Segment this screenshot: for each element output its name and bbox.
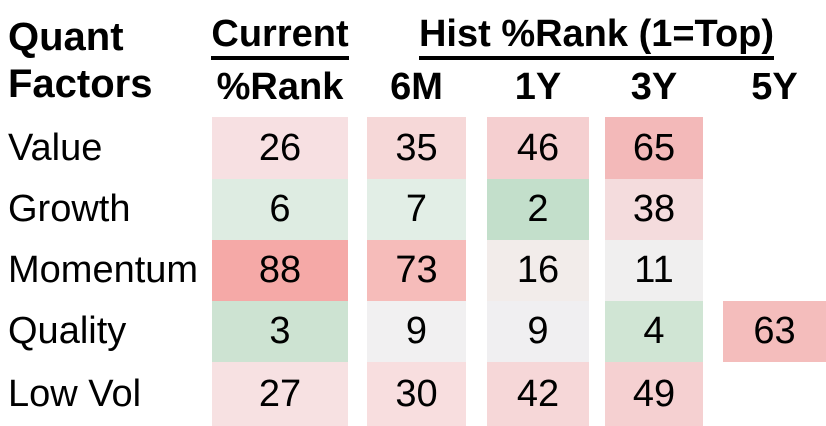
table-row-low-vol: Low Vol 27 30 42 49 xyxy=(0,362,826,426)
heatmap-cell: 2 xyxy=(487,179,589,240)
heatmap-cell: 9 xyxy=(487,301,589,362)
column-header-3y: 3Y xyxy=(630,65,678,108)
heatmap-cell: 38 xyxy=(605,179,703,240)
hist-group-header: Hist %Rank (1=Top) xyxy=(367,14,826,60)
heatmap-cell: 9 xyxy=(367,301,466,362)
table-row-value: Value 26 35 46 65 xyxy=(0,117,826,179)
table-title-line1: Quant xyxy=(8,15,124,59)
heatmap-cell: 42 xyxy=(487,362,589,426)
column-header-1y: 1Y xyxy=(514,65,562,108)
table-row-momentum: Momentum 88 73 16 11 xyxy=(0,240,826,301)
row-label: Quality xyxy=(8,310,127,352)
table-row-growth: Growth 6 7 2 38 xyxy=(0,179,826,240)
heatmap-cell: 26 xyxy=(212,117,348,179)
heatmap-cell: 65 xyxy=(605,117,703,179)
heatmap-cell-empty xyxy=(723,179,826,240)
row-label: Growth xyxy=(8,188,131,230)
heatmap-cell: 4 xyxy=(605,301,703,362)
current-group-header: Current xyxy=(211,14,349,60)
hist-group-label: Hist %Rank (1=Top) xyxy=(418,14,775,60)
current-group-label: Current xyxy=(211,14,349,60)
column-header-pctrank: %Rank xyxy=(216,65,344,108)
table-title-line2: Factors xyxy=(8,62,153,106)
heatmap-cell: 30 xyxy=(367,362,466,426)
heatmap-cell: 49 xyxy=(605,362,703,426)
heatmap-cell: 3 xyxy=(212,301,348,362)
table-row-quality: Quality 3 9 9 4 63 xyxy=(0,301,826,362)
row-label: Value xyxy=(8,126,103,169)
heatmap-cell-empty xyxy=(723,362,826,426)
row-label: Momentum xyxy=(8,249,199,291)
heatmap-cell-empty xyxy=(723,240,826,301)
column-header-6m: 6M xyxy=(390,65,443,108)
heatmap-cell: 16 xyxy=(487,240,589,301)
heatmap-cell: 63 xyxy=(723,301,826,362)
heatmap-cell: 73 xyxy=(367,240,466,301)
heatmap-cell: 27 xyxy=(212,362,348,426)
heatmap-cell: 46 xyxy=(487,117,589,179)
column-header-5y: 5Y xyxy=(751,65,798,108)
heatmap-cell: 35 xyxy=(367,117,466,179)
row-label: Low Vol xyxy=(8,372,142,415)
heatmap-cell: 7 xyxy=(367,179,466,240)
heatmap-cell: 6 xyxy=(212,179,348,240)
heatmap-cell-empty xyxy=(723,117,826,179)
heatmap-cell: 88 xyxy=(212,240,348,301)
table-title: Quant Factors xyxy=(8,14,153,108)
heatmap-cell: 11 xyxy=(605,240,703,301)
